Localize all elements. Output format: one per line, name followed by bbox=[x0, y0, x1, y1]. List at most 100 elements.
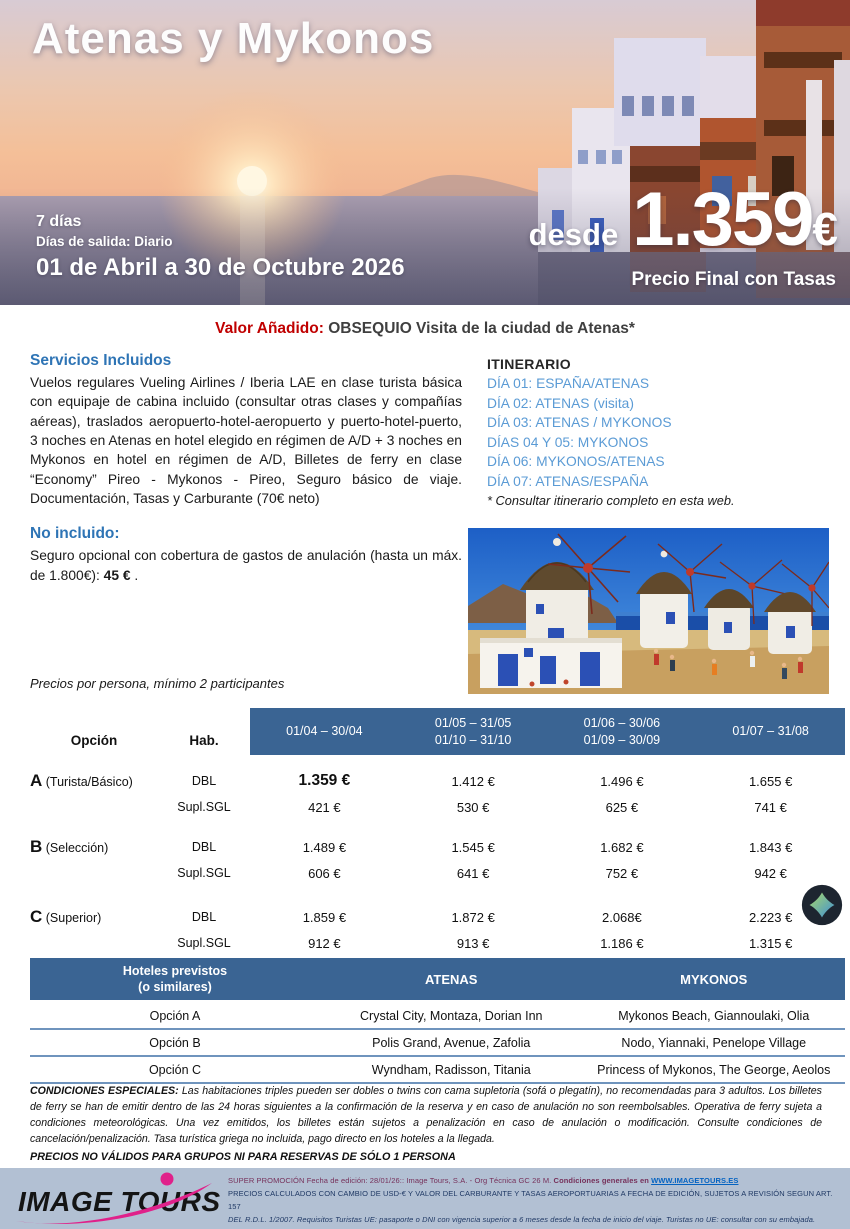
option-name: (Selección) bbox=[42, 841, 109, 855]
itinerary-section: ITINERARIO DÍA 01: ESPAÑA/ATENAS DÍA 02:… bbox=[487, 356, 839, 508]
price-table-header: Opción Hab. 01/04 – 30/04 01/05 – 31/05 … bbox=[30, 708, 845, 755]
col-opcion: Opción bbox=[70, 733, 118, 748]
price-cell: 625 € bbox=[605, 799, 639, 815]
itinerary-day: DÍAS 04 Y 05: MYKONOS bbox=[487, 434, 649, 450]
price-table: Opción Hab. 01/04 – 30/04 01/05 – 31/05 … bbox=[30, 708, 845, 969]
table-row: Opción B Polis Grand, Avenue, Zafolia No… bbox=[30, 1030, 845, 1057]
hotels-table: Hoteles previstos (o similares) ATENAS M… bbox=[30, 958, 845, 1084]
room-type: DBL bbox=[191, 774, 217, 788]
option-label: B (Selección) bbox=[30, 837, 158, 857]
footer-line-2: PRECIOS CALCULADOS CON CAMBIO DE USD-€ Y… bbox=[228, 1189, 833, 1212]
itinerary-note: * Consultar itinerario completo en esta … bbox=[487, 493, 735, 509]
hotel-option: Opción C bbox=[148, 1062, 202, 1077]
hero-photo bbox=[0, 0, 850, 305]
table-row: C (Superior) DBL 1.859 € 1.872 € 2.068€ … bbox=[30, 904, 845, 930]
hotels-header-mykonos: MYKONOS bbox=[680, 971, 748, 987]
price-cell: 1.655 € bbox=[748, 773, 793, 789]
table-row: Opción C Wyndham, Radisson, Titania Prin… bbox=[30, 1057, 845, 1084]
added-value-text: OBSEQUIO Visita de la ciudad de Atenas* bbox=[323, 320, 635, 337]
period-line: 01/04 – 30/04 bbox=[286, 724, 363, 739]
option-letter: C bbox=[30, 907, 43, 926]
windmills-photo bbox=[468, 528, 829, 694]
price-cell: 1.859 € bbox=[302, 909, 347, 925]
period-line: 01/10 – 31/10 bbox=[434, 732, 512, 747]
logo-text: IMAGE TOURS bbox=[18, 1186, 220, 1217]
footer-website-link[interactable]: WWW.IMAGETOURS.ES bbox=[651, 1176, 739, 1185]
price-cell: 530 € bbox=[456, 799, 490, 815]
trip-departures: Días de salida: Diario bbox=[36, 234, 173, 249]
option-name: (Superior) bbox=[42, 911, 102, 925]
itinerary-day: DÍA 03: ATENAS / MYKONOS bbox=[487, 415, 672, 431]
price-cell: 913 € bbox=[456, 935, 490, 951]
period-line: 01/07 – 31/08 bbox=[732, 724, 809, 739]
footer-fineprint: SUPER PROMOCIÓN Fecha de edición: 28/01/… bbox=[228, 1174, 842, 1227]
page-title: Atenas y Mykonos bbox=[32, 14, 435, 63]
hero-section: Atenas y Mykonos 7 días Días de salida: … bbox=[0, 0, 850, 305]
hotels-header-col1: Hoteles previstos (o similares) bbox=[30, 963, 320, 996]
footer-conditions-label: Condiciones generales en bbox=[553, 1176, 652, 1185]
hotel-mykonos: Mykonos Beach, Giannoulaki, Olia bbox=[618, 1008, 810, 1023]
conditions-heading: CONDICIONES ESPECIALES: bbox=[30, 1085, 179, 1097]
logo-dot bbox=[160, 1172, 174, 1186]
price-cell: 1.315 € bbox=[748, 935, 793, 951]
hotel-mykonos: Nodo, Yiannaki, Penelope Village bbox=[621, 1035, 807, 1050]
table-row: Supl.SGL 912 € 913 € 1.186 € 1.315 € bbox=[30, 930, 845, 956]
prices-note: Precios por persona, mínimo 2 participan… bbox=[30, 676, 285, 691]
footer-line-3: DEL R.D.L. 1/2007. Requisitos Turistas U… bbox=[228, 1215, 816, 1225]
floating-widget-button[interactable] bbox=[799, 882, 845, 928]
logo-swoosh bbox=[16, 1183, 212, 1224]
price-cell: 1.682 € bbox=[600, 839, 644, 855]
price-headline: desde 1.359 € bbox=[529, 177, 838, 262]
price-cell: 606 € bbox=[308, 865, 341, 881]
table-row: B (Selección) DBL 1.489 € 1.545 € 1.682 … bbox=[30, 834, 845, 860]
price-amount: 1.359 bbox=[632, 177, 814, 262]
hotels-header-line: (o similares) bbox=[138, 980, 212, 994]
hotel-option: Opción A bbox=[149, 1008, 201, 1023]
price-cell: 741 € bbox=[754, 799, 787, 815]
people bbox=[653, 648, 803, 679]
period-line: 01/06 – 30/06 bbox=[583, 715, 661, 730]
not-included-text: Seguro opcional con cobertura de gastos … bbox=[30, 548, 462, 583]
insurance-price: 45 € bbox=[103, 567, 131, 583]
price-cell: 1.359 € bbox=[298, 772, 351, 789]
period-line: 01/09 – 30/09 bbox=[583, 732, 661, 747]
period-header: 01/06 – 30/06 01/09 – 30/09 bbox=[547, 708, 697, 755]
period-line: 01/05 – 31/05 bbox=[434, 715, 512, 730]
hotel-atenas: Polis Grand, Avenue, Zafolia bbox=[372, 1035, 531, 1050]
period-header: 01/04 – 30/04 bbox=[250, 708, 399, 755]
price-cell: 1.843 € bbox=[748, 839, 793, 855]
itinerary-day: DÍA 07: ATENAS/ESPAÑA bbox=[487, 473, 649, 489]
added-value-line: Valor Añadido: OBSEQUIO Visita de la ciu… bbox=[0, 320, 850, 338]
not-included-heading: No incluido: bbox=[30, 525, 120, 543]
price-cell: 1.496 € bbox=[600, 773, 644, 789]
services-body: Vuelos regulares Vueling Airlines / Iber… bbox=[30, 375, 462, 506]
services-heading: Servicios Incluidos bbox=[30, 352, 172, 369]
conditions-section: CONDICIONES ESPECIALES: Las habitaciones… bbox=[30, 1084, 822, 1165]
star-badge-icon bbox=[801, 884, 843, 926]
price-cell: 1.872 € bbox=[451, 909, 495, 925]
conditions-warning: PRECIOS NO VÁLIDOS PARA GRUPOS NI PARA R… bbox=[30, 1150, 456, 1163]
price-cell: 1.412 € bbox=[451, 773, 495, 789]
trip-dates: 01 de Abril a 30 de Octubre 2026 bbox=[36, 254, 405, 281]
hotel-mykonos: Princess of Mykonos, The George, Aeolos bbox=[597, 1062, 831, 1077]
price-cell: 752 € bbox=[605, 865, 639, 881]
hotel-atenas: Wyndham, Radisson, Titania bbox=[371, 1062, 531, 1077]
hotels-header-line: Hoteles previstos bbox=[122, 963, 228, 978]
price-cell: 942 € bbox=[754, 865, 787, 881]
footer: IMAGE TOURS SUPER PROMOCIÓN Fecha de edi… bbox=[0, 1168, 850, 1229]
room-type: Supl.SGL bbox=[177, 800, 231, 814]
image-tours-logo: IMAGE TOURS bbox=[16, 1172, 220, 1224]
option-label: A (Turista/Básico) bbox=[30, 771, 158, 791]
period-header: 01/05 – 31/05 01/10 – 31/10 bbox=[398, 708, 548, 755]
itinerary-heading: ITINERARIO bbox=[487, 356, 571, 372]
services-column: Servicios Incluidos Vuelos regulares Vue… bbox=[30, 352, 462, 585]
hotel-option: Opción B bbox=[149, 1035, 201, 1050]
period-header: 01/07 – 31/08 bbox=[696, 708, 845, 755]
option-letter: A bbox=[30, 771, 43, 790]
windmill bbox=[636, 543, 727, 648]
itinerary-day: DÍA 01: ESPAÑA/ATENAS bbox=[487, 376, 650, 391]
option-label: C (Superior) bbox=[30, 907, 158, 927]
price-currency: € bbox=[812, 203, 838, 255]
price-cell: 641 € bbox=[456, 865, 490, 881]
